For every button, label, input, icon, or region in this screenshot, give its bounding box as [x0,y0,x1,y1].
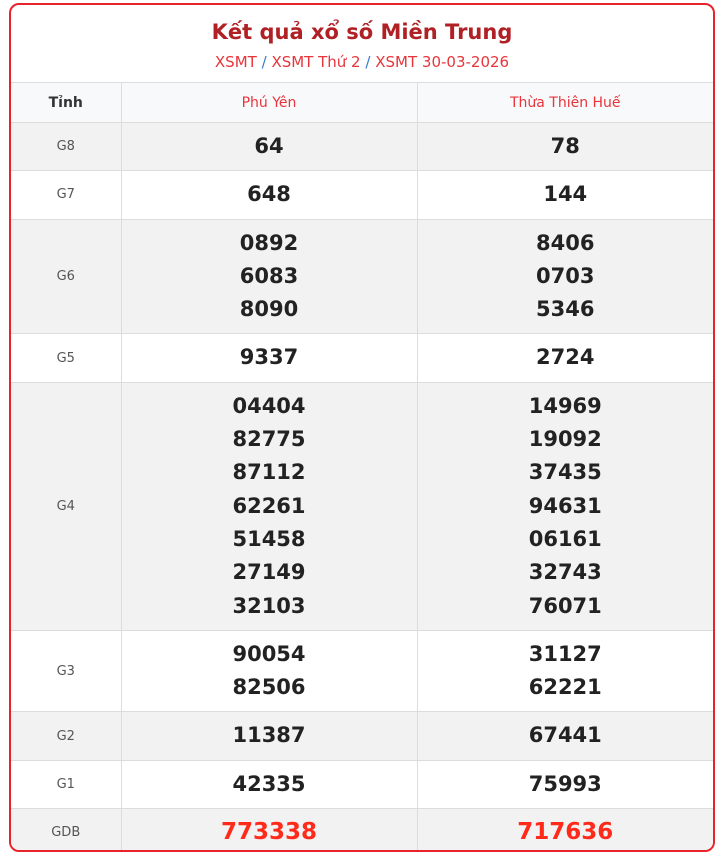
prize-label: G1 [11,759,122,810]
table-row: GDB 773338 717636 [11,808,713,850]
prize-number: 51458 [232,526,306,551]
prize-label: G6 [11,218,122,335]
prize-cell: 78 [416,121,713,172]
prize-cell: 2724 [416,333,713,383]
prize-cell: 67441 [416,711,713,761]
breadcrumb-link-xsmt[interactable]: XSMT [214,53,257,71]
breadcrumb-separator: / [365,53,371,71]
prize-number: 144 [543,182,588,207]
prize-number: 62221 [528,675,602,700]
prize-cell: 648 [120,170,418,220]
prize-number: 5346 [536,297,595,322]
prize-label: G2 [11,711,122,761]
prize-number: 11387 [232,723,306,748]
table-row: G7 648 144 [11,170,713,220]
prize-number: 04404 [232,393,306,418]
results-header: Kết quả xổ số Miền Trung XSMT / XSMT Thứ… [11,5,713,82]
special-prize-number: 773338 [220,819,318,846]
prize-label: G3 [11,629,122,713]
prize-number: 14969 [528,393,602,418]
table-row: G5 9337 2724 [11,333,713,383]
prize-cell: 14969 19092 37435 94631 06161 32743 76071 [416,381,713,631]
prize-number: 64 [254,134,284,158]
table-row: G6 0892 6083 8090 8406 0703 5346 [11,218,713,335]
breadcrumb: XSMT / XSMT Thứ 2 / XSMT 30-03-2026 [11,52,713,72]
prize-number: 37435 [528,460,602,485]
prize-number: 32743 [528,560,602,585]
prize-label: GDB [11,808,122,850]
table-row: G2 11387 67441 [11,711,713,761]
column-header-thua-thien-hue[interactable]: Thừa Thiên Huế [416,82,713,123]
prize-cell: 773338 [120,808,418,850]
prize-number: 87112 [232,460,306,485]
prize-label: G5 [11,333,122,383]
page-title: Kết quả xổ số Miền Trung [211,20,513,44]
breadcrumb-separator: / [261,53,267,71]
table-row: G3 90054 82506 31127 62221 [11,629,713,713]
prize-cell: 75993 [416,759,713,810]
prize-number: 42335 [232,771,306,796]
prize-cell: 90054 82506 [120,629,418,713]
breadcrumb-link-weekday[interactable]: XSMT Thứ 2 [271,53,361,71]
prize-number: 82775 [232,427,306,452]
prize-number: 76071 [528,593,602,618]
prize-number: 27149 [232,560,306,585]
prize-number: 8406 [536,230,595,255]
prize-cell: 8406 0703 5346 [416,218,713,335]
prize-number: 78 [550,134,580,158]
prize-number: 0703 [536,263,595,288]
prize-label: G7 [11,170,122,220]
prize-cell: 0892 6083 8090 [120,218,418,335]
breadcrumb-link-date[interactable]: XSMT 30-03-2026 [375,53,510,71]
prize-label: G8 [11,121,122,172]
prize-number: 648 [247,182,291,207]
prize-cell: 04404 82775 87112 62261 51458 27149 32103 [120,381,418,631]
results-card: Kết quả xổ số Miền Trung XSMT / XSMT Thứ… [9,3,715,852]
prize-cell: 9337 [120,333,418,383]
prize-number: 2724 [536,345,595,370]
table-row: G8 64 78 [11,121,713,172]
prize-cell: 31127 62221 [416,629,713,713]
prize-number: 9337 [239,345,299,370]
prize-label: G4 [11,381,122,631]
prize-number: 62261 [232,493,306,518]
table-header-row: Tỉnh Phú Yên Thừa Thiên Huế [11,82,713,123]
column-header-phu-yen[interactable]: Phú Yên [120,82,418,123]
table-row: G1 42335 75993 [11,759,713,810]
prize-cell: 717636 [416,808,713,850]
prize-number: 32103 [232,593,306,618]
special-prize-number: 717636 [517,819,614,846]
prize-number: 6083 [239,263,299,288]
prize-cell: 42335 [120,759,418,810]
prize-number: 75993 [528,771,602,796]
prize-number: 94631 [528,493,602,518]
prize-cell: 144 [416,170,713,220]
results-table: Tỉnh Phú Yên Thừa Thiên Huế G8 64 78 G7 648 1… [11,82,713,850]
prize-number: 0892 [239,230,299,255]
table-row: G4 04404 82775 87112 62261 51458 27149 32103 149… [11,381,713,631]
prize-number: 31127 [528,641,602,666]
prize-number: 19092 [528,427,602,452]
prize-number: 67441 [528,723,602,748]
prize-number: 06161 [528,526,602,551]
prize-cell: 64 [120,121,418,172]
prize-number: 8090 [239,297,299,322]
prize-number: 90054 [232,641,306,666]
column-header-province: Tỉnh [11,82,122,123]
prize-cell: 11387 [120,711,418,761]
prize-number: 82506 [232,675,306,700]
